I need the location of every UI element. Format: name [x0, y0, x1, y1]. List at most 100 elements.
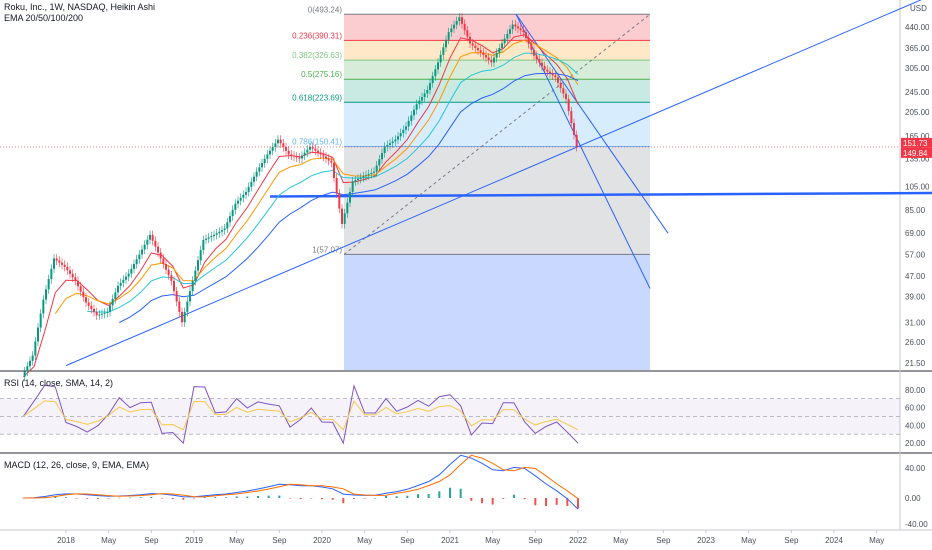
candle-body: [466, 30, 469, 37]
macd-histogram-bar: [54, 496, 57, 498]
candle-body: [298, 157, 301, 159]
candle-body: [186, 301, 189, 312]
currency-label: USD: [910, 4, 927, 13]
candle-body: [34, 341, 37, 356]
fib-label: 1(57.07): [312, 245, 342, 254]
fib-zone: [344, 146, 650, 255]
macd-histogram-bar: [566, 498, 569, 506]
fib-diagonal: [343, 13, 651, 255]
macd-histogram-bar: [299, 498, 302, 500]
candle-body: [77, 280, 79, 287]
candle-body: [511, 24, 514, 30]
candle-body: [106, 311, 109, 313]
time-tick: Sep: [272, 536, 287, 545]
candle-body: [90, 305, 93, 309]
macd-histogram-bar: [438, 491, 441, 498]
candle-body: [338, 193, 341, 209]
candle-body: [261, 163, 263, 168]
candle-body: [327, 158, 330, 161]
macd-histogram-bar: [374, 497, 377, 499]
candle-body: [269, 150, 271, 155]
candle-body: [87, 302, 90, 306]
candle-body: [125, 276, 127, 280]
candle-body: [463, 23, 466, 31]
candle-body: [330, 160, 333, 163]
candle-body: [469, 36, 471, 44]
candle-body: [493, 57, 495, 63]
candle-body: [151, 234, 154, 241]
macd-histogram-bar: [406, 495, 409, 498]
macd-histogram-bar: [342, 498, 345, 504]
macd-histogram-bar: [534, 498, 537, 506]
candle-body: [415, 104, 418, 110]
candle-body: [293, 155, 295, 157]
candle-body: [85, 297, 87, 303]
candle-body: [442, 47, 445, 55]
price-tick: 26.00: [905, 338, 926, 347]
candle-body: [277, 139, 279, 144]
candle-body: [383, 146, 386, 153]
candle-body: [149, 234, 151, 240]
macd-histogram-bar: [171, 498, 174, 500]
macd-histogram-bar: [331, 498, 334, 500]
macd-histogram-bar: [470, 498, 473, 501]
candle-body: [199, 250, 202, 261]
time-tick: May: [357, 536, 372, 545]
candle-body: [381, 152, 383, 160]
time-tick: May: [229, 536, 244, 545]
candle-body: [250, 181, 253, 187]
price-tick: 69.00: [905, 229, 926, 238]
candle-body: [541, 62, 543, 67]
macd-histogram-bar: [257, 495, 259, 498]
horizontal-support-line: [269, 191, 932, 198]
price-tick: 85.00: [905, 206, 926, 215]
time-tick: May: [485, 536, 500, 545]
candle-body: [471, 43, 474, 46]
candle-body: [559, 82, 562, 89]
macd-histogram-bar: [182, 498, 185, 500]
macd-tick: 40.00: [905, 464, 926, 473]
macd-histogram-bar: [545, 498, 547, 507]
fib-label: 0(493.24): [308, 5, 343, 14]
macd-histogram-bar: [246, 496, 249, 498]
candle-body: [29, 360, 31, 367]
candle-body: [551, 73, 554, 76]
candle-body: [362, 176, 365, 178]
candle-body: [101, 313, 103, 315]
fib-zone: [344, 14, 650, 41]
rsi-line: [22, 384, 579, 445]
fib-label: 0.382(326.63): [292, 51, 342, 60]
candle-body: [431, 76, 434, 84]
candle-body: [509, 29, 511, 34]
rsi-tick: 80.00: [905, 386, 926, 395]
candle-body: [538, 59, 541, 63]
candle-body: [354, 180, 357, 182]
candle-body: [325, 156, 327, 159]
macd-signal-line: [23, 454, 579, 500]
candle-body: [255, 171, 258, 177]
candle-body: [389, 143, 391, 145]
candle-body: [205, 238, 207, 240]
candle-body: [23, 371, 26, 377]
candle-body: [573, 122, 575, 135]
macd-histogram-bar: [97, 498, 99, 499]
fib-label: 0.5(275.16): [301, 70, 342, 79]
price-badge-text: 149.84: [903, 149, 928, 158]
main-legend: Roku, Inc., 1W, NASDAQ, Heikin Ashi EMA …: [4, 2, 155, 24]
ema-line: [119, 72, 579, 323]
macd-histogram-bar: [150, 496, 153, 498]
ema-legend: EMA 20/50/100/200: [4, 13, 84, 23]
candle-body: [61, 262, 63, 265]
candle-body: [143, 244, 146, 250]
candle-body: [274, 143, 277, 148]
candle-body: [202, 239, 205, 251]
candle-body: [546, 69, 549, 72]
macd-histogram-bar: [129, 497, 131, 499]
candle-body: [543, 66, 546, 70]
macd-histogram-bar: [513, 494, 515, 498]
rsi-legend: RSI (14, close, SMA, 14, 2): [4, 378, 113, 389]
candle-body: [575, 134, 578, 147]
price-tick: 47.00: [905, 272, 926, 281]
candle-body: [159, 252, 162, 259]
